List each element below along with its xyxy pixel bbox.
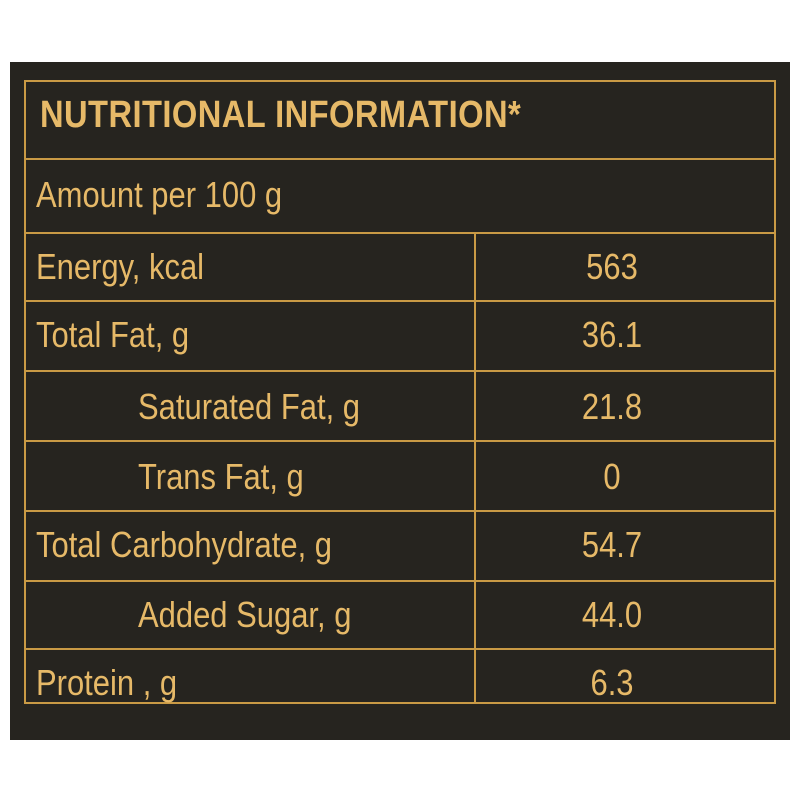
table-title: NUTRITIONAL INFORMATION*	[40, 94, 522, 136]
row-label-total-carbohydrate: Total Carbohydrate, g	[36, 524, 333, 565]
row-label-saturated-fat: Saturated Fat, g	[138, 386, 361, 427]
column-divider	[474, 232, 476, 704]
row-value-total-fat: 36.1	[581, 314, 643, 355]
row-label-trans-fat: Trans Fat, g	[138, 456, 304, 497]
amount-per-label: Amount per 100 g	[36, 174, 283, 215]
divider	[26, 580, 774, 582]
label-panel	[10, 62, 790, 740]
row-value-total-carbohydrate: 54.7	[581, 524, 643, 565]
row-value-energy: 563	[586, 246, 638, 287]
divider	[26, 232, 774, 234]
row-value-saturated-fat: 21.8	[581, 386, 643, 427]
row-label-total-fat: Total Fat, g	[36, 314, 190, 355]
divider	[26, 648, 774, 650]
divider	[26, 510, 774, 512]
divider	[26, 300, 774, 302]
divider	[26, 370, 774, 372]
divider	[26, 158, 774, 160]
row-value-added-sugar: 44.0	[581, 594, 643, 635]
row-label-protein: Protein , g	[36, 662, 178, 703]
row-label-added-sugar: Added Sugar, g	[138, 594, 352, 635]
nutrition-table: NUTRITIONAL INFORMATION* Amount per 100 …	[24, 80, 776, 704]
row-value-protein: 6.3	[590, 662, 634, 703]
divider	[26, 440, 774, 442]
row-value-trans-fat: 0	[603, 456, 621, 497]
row-label-energy: Energy, kcal	[36, 246, 205, 287]
